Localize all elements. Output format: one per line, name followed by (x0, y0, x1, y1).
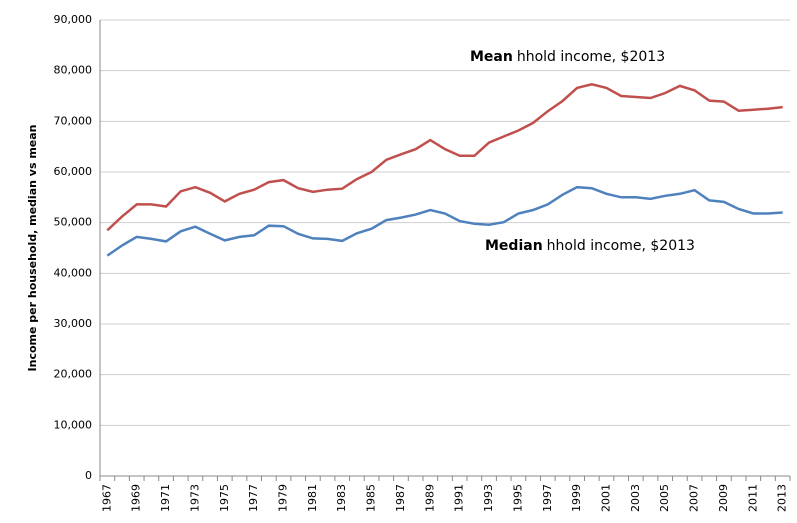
x-tick-label: 2001 (599, 484, 612, 512)
x-tick-label: 1983 (335, 484, 348, 512)
x-tick-label: 2009 (717, 484, 730, 512)
y-tick-label: 0 (85, 469, 92, 482)
y-tick-label: 40,000 (54, 266, 93, 279)
x-tick-label: 1971 (159, 484, 172, 512)
series-annotation: Mean hhold income, $2013 (470, 49, 665, 65)
annotation-text: hhold income, $2013 (517, 49, 665, 65)
x-tick-label: 2013 (776, 484, 789, 512)
y-tick-label: 60,000 (54, 165, 93, 178)
y-tick-label: 50,000 (54, 216, 93, 229)
x-tick-label: 1979 (277, 484, 290, 512)
x-tick-label: 1973 (188, 484, 201, 512)
series-line (106, 83, 783, 232)
x-tick-label: 1989 (423, 484, 436, 512)
x-tick-label: 1967 (100, 484, 113, 512)
y-tick-label: 20,000 (54, 368, 93, 381)
x-tick-label: 1975 (218, 484, 231, 512)
x-tick-label: 1993 (482, 484, 495, 512)
x-tick-label: 1977 (247, 484, 260, 512)
y-tick-label: 90,000 (54, 13, 93, 26)
x-tick-label: 1999 (570, 484, 583, 512)
x-tick-label: 1969 (130, 484, 143, 512)
annotation-bold: Median (485, 238, 543, 254)
x-tick-label: 2005 (658, 484, 671, 512)
x-tick-label: 1981 (306, 484, 319, 512)
x-tick-label: 1985 (365, 484, 378, 512)
y-tick-label: 10,000 (54, 418, 93, 431)
y-axis-label: Income per household, median vs mean (26, 125, 39, 372)
annotation-bold: Mean (470, 49, 513, 65)
x-tick-label: 2011 (746, 484, 759, 512)
annotation-text: hhold income, $2013 (547, 238, 695, 254)
y-tick-label: 30,000 (54, 317, 93, 330)
x-tick-label: 1987 (394, 484, 407, 512)
x-tick-label: 2007 (688, 484, 701, 512)
x-tick-label: 2003 (629, 484, 642, 512)
x-tick-label: 1991 (453, 484, 466, 512)
y-tick-label: 80,000 (54, 64, 93, 77)
y-tick-label: 70,000 (54, 114, 93, 127)
series-line (106, 185, 783, 257)
series-annotation: Median hhold income, $2013 (485, 238, 695, 254)
x-tick-label: 1995 (511, 484, 524, 512)
x-tick-label: 1997 (541, 484, 554, 512)
